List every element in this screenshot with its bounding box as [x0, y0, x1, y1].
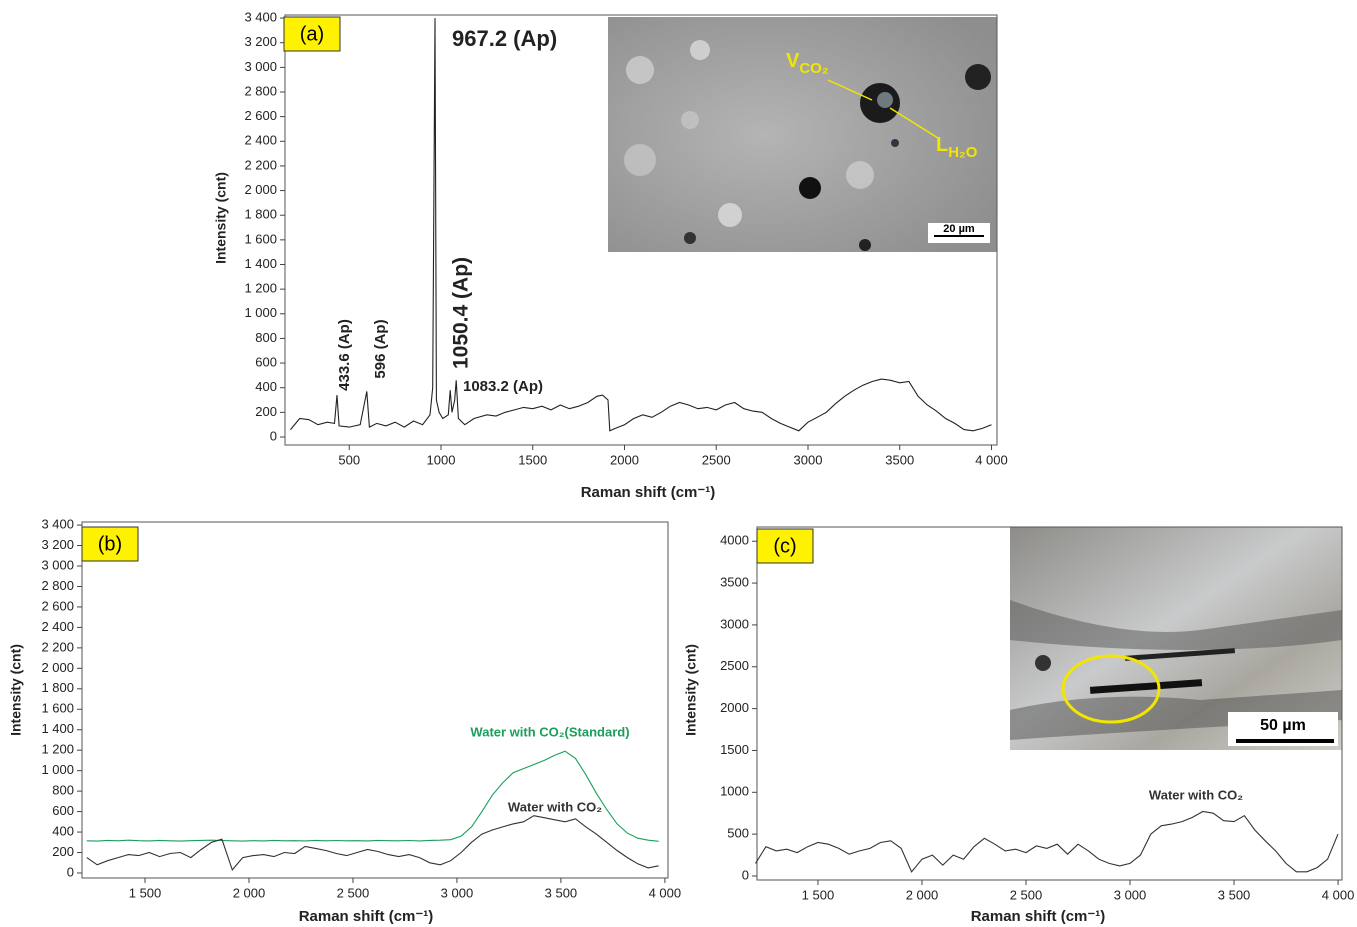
y-tick-label: 600 [52, 803, 74, 818]
y-tick-label: 0 [742, 867, 749, 882]
peak-annotation: 1083.2 (Ap) [463, 378, 543, 395]
x-tick-label: 4 000 [649, 885, 682, 900]
y-tick-label: 1 800 [244, 207, 277, 222]
x-tick-label: 2 500 [337, 885, 370, 900]
y-tick-label: 1500 [720, 742, 749, 757]
y-tick-label: 2 400 [41, 619, 74, 634]
panel-label: (a) [300, 23, 324, 45]
x-tick-label: 2 000 [906, 887, 939, 902]
y-tick-label: 1 200 [244, 281, 277, 296]
x-tick-label: 3 000 [441, 885, 474, 900]
y-tick-label: 3500 [720, 575, 749, 590]
x-tick-label: 2 000 [233, 885, 266, 900]
y-tick-label: 2500 [720, 658, 749, 673]
y-tick-label: 3 200 [41, 537, 74, 552]
y-tick-label: 2000 [720, 700, 749, 715]
x-tick-label: 3 000 [1114, 887, 1147, 902]
plot-frame [82, 522, 668, 878]
y-tick-label: 2 600 [244, 108, 277, 123]
y-tick-label: 1 000 [244, 305, 277, 320]
x-tick-label: 3000 [794, 452, 823, 467]
x-axis-label: Raman shift (cm⁻¹) [581, 484, 716, 501]
x-axis-label: Raman shift (cm⁻¹) [971, 908, 1106, 925]
y-tick-label: 2 000 [41, 660, 74, 675]
spectrum-line [87, 816, 659, 870]
y-tick-label: 1 400 [244, 256, 277, 271]
x-axis-label: Raman shift (cm⁻¹) [299, 908, 434, 925]
y-tick-label: 3 400 [244, 10, 277, 25]
scale-bar-label: 20 µm [943, 223, 975, 235]
y-tick-label: 2 800 [41, 578, 74, 593]
y-tick-label: 3 400 [41, 517, 74, 532]
y-tick-label: 1 600 [41, 701, 74, 716]
x-tick-label: 1 500 [802, 887, 835, 902]
y-tick-label: 200 [52, 844, 74, 859]
panel-label: (c) [773, 535, 796, 557]
x-tick-label: 500 [338, 452, 360, 467]
y-tick-label: 2 200 [244, 157, 277, 172]
y-tick-label: 800 [52, 783, 74, 798]
inset-label-sub: H₂O [948, 144, 977, 161]
inset-label-sub: CO₂ [799, 60, 828, 77]
series-label: Water with CO₂(Standard) [470, 724, 629, 739]
y-tick-label: 1000 [720, 784, 749, 799]
peak-annotation: 1050.4 (Ap) [450, 257, 473, 369]
y-tick-label: 0 [270, 428, 277, 443]
x-tick-label: 2000 [610, 452, 639, 467]
inset-label-main: V [786, 50, 800, 72]
series-label: Water with CO₂ [1149, 787, 1243, 802]
y-tick-label: 2 000 [244, 182, 277, 197]
peak-annotation: 596 (Ap) [372, 319, 389, 378]
y-tick-label: 3 200 [244, 34, 277, 49]
x-tick-label: 2 500 [1010, 887, 1043, 902]
y-tick-label: 600 [255, 355, 277, 370]
x-tick-label: 1 500 [129, 885, 162, 900]
x-tick-label: 4 000 [975, 452, 1008, 467]
y-tick-label: 800 [255, 330, 277, 345]
spectrum-line [756, 812, 1339, 872]
x-tick-label: 2500 [702, 452, 731, 467]
y-tick-label: 200 [255, 404, 277, 419]
panel-label: (b) [98, 533, 122, 555]
y-tick-label: 2 400 [244, 133, 277, 148]
y-axis-label: Intensity (cnt) [213, 172, 229, 264]
x-tick-label: 3 500 [1218, 887, 1251, 902]
y-tick-label: 4000 [720, 533, 749, 548]
y-tick-label: 1 600 [244, 231, 277, 246]
inset-label-main: L [936, 134, 948, 156]
series-label: Water with CO₂ [508, 799, 602, 814]
x-tick-label: 3 500 [545, 885, 578, 900]
y-tick-label: 400 [52, 823, 74, 838]
y-tick-label: 2 800 [244, 83, 277, 98]
x-tick-label: 3500 [885, 452, 914, 467]
figure: 0 200 400 600 800 1 000 1 200 1 400 1 600 1 800 2 … [0, 0, 1357, 927]
x-tick-label: 1000 [427, 452, 456, 467]
y-tick-label: 3 000 [41, 557, 74, 572]
y-axis-label: Intensity (cnt) [683, 644, 699, 736]
y-tick-label: 400 [255, 379, 277, 394]
x-tick-label: 4 000 [1322, 887, 1355, 902]
y-tick-label: 500 [727, 826, 749, 841]
page: {"chart_data": [ {"type": "line", "panel… [0, 0, 1357, 927]
y-tick-label: 1 800 [41, 680, 74, 695]
y-tick-label: 1 400 [41, 721, 74, 736]
y-tick-label: 0 [67, 864, 74, 879]
y-tick-label: 3 000 [244, 59, 277, 74]
peak-annotation: 967.2 (Ap) [452, 26, 557, 51]
y-tick-label: 1 200 [41, 742, 74, 757]
scale-bar-label: 50 µm [1260, 717, 1306, 734]
peak-annotation: 433.6 (Ap) [336, 319, 353, 391]
y-tick-label: 3000 [720, 616, 749, 631]
spectrum-line [87, 751, 659, 841]
y-tick-label: 2 200 [41, 639, 74, 654]
x-tick-label: 1500 [518, 452, 547, 467]
y-axis-label: Intensity (cnt) [8, 644, 24, 736]
y-tick-label: 2 600 [41, 598, 74, 613]
y-tick-label: 1 000 [41, 762, 74, 777]
